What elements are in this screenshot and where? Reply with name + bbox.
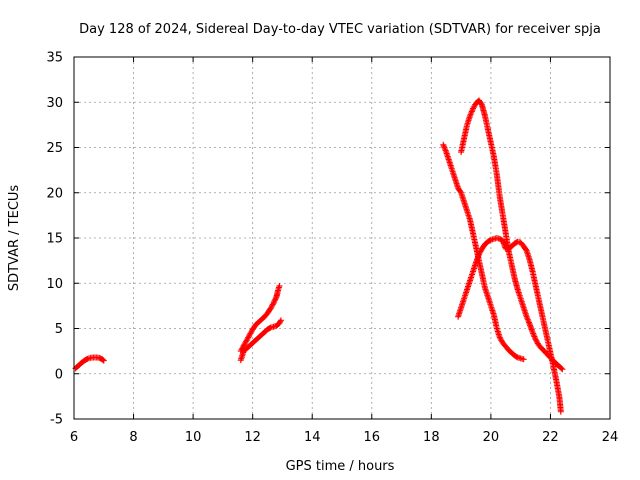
y-tick-labels: -5 0 5 10 15 20 25 30 35 [46, 51, 63, 428]
y-axis-label: SDTVAR / TECUs [7, 185, 22, 292]
data-point [457, 188, 464, 195]
x-tick-label: 6 [70, 430, 78, 445]
series-5 [455, 235, 564, 415]
data-point [468, 108, 475, 115]
y-tick-label: 5 [55, 322, 63, 337]
x-axis-label: GPS time / hours [286, 459, 395, 474]
data-point [468, 109, 475, 116]
series-0 [72, 354, 107, 372]
x-tick-label: 16 [364, 430, 381, 445]
y-tick-label: 30 [46, 96, 63, 111]
data-point [277, 318, 284, 325]
data-point [524, 315, 531, 322]
data-point [100, 357, 107, 364]
x-tick-labels: 6 8 10 12 14 16 18 20 22 24 [70, 430, 618, 445]
series-2 [237, 282, 283, 355]
data-point [276, 282, 283, 289]
data-point [440, 141, 447, 148]
data-point [442, 146, 449, 153]
x-tick-label: 22 [542, 430, 559, 445]
data-point [558, 365, 565, 372]
data-point [529, 329, 536, 336]
data-point [523, 313, 530, 320]
series-3 [440, 141, 527, 363]
data-point [531, 334, 538, 341]
grid-lines [74, 57, 610, 419]
y-tick-label: 20 [46, 186, 63, 201]
y-tick-label: 0 [55, 367, 63, 382]
x-tick-label: 18 [423, 430, 440, 445]
data-point [442, 147, 449, 154]
y-tick-label: -5 [50, 413, 63, 428]
data-point [531, 333, 538, 340]
y-tick-label: 15 [46, 232, 63, 247]
data-point [440, 143, 447, 150]
data-point [557, 408, 564, 415]
series-4 [458, 97, 566, 373]
data-point [277, 317, 284, 324]
x-tick-label: 12 [244, 430, 261, 445]
y-tick-label: 10 [46, 277, 63, 292]
axis-ticks [73, 56, 611, 420]
data-point [530, 330, 537, 337]
y-tick-label: 25 [46, 141, 63, 156]
data-point [522, 246, 529, 253]
data-point [441, 144, 448, 151]
chart-title: Day 128 of 2024, Sidereal Day-to-day VTE… [79, 22, 601, 37]
x-tick-label: 20 [483, 430, 500, 445]
x-tick-label: 8 [129, 430, 137, 445]
data-points [72, 97, 566, 415]
data-point [269, 301, 276, 308]
data-point [524, 316, 531, 323]
data-point [559, 366, 566, 373]
x-tick-label: 14 [304, 430, 321, 445]
data-point [469, 107, 476, 114]
data-point [467, 111, 474, 118]
data-point [100, 356, 107, 363]
data-point [530, 332, 537, 339]
data-point [526, 319, 533, 326]
x-tick-label: 10 [185, 430, 202, 445]
data-point [467, 112, 474, 119]
data-point [520, 356, 527, 363]
data-point [525, 318, 532, 325]
y-tick-label: 35 [46, 51, 63, 66]
x-tick-label: 24 [602, 430, 619, 445]
